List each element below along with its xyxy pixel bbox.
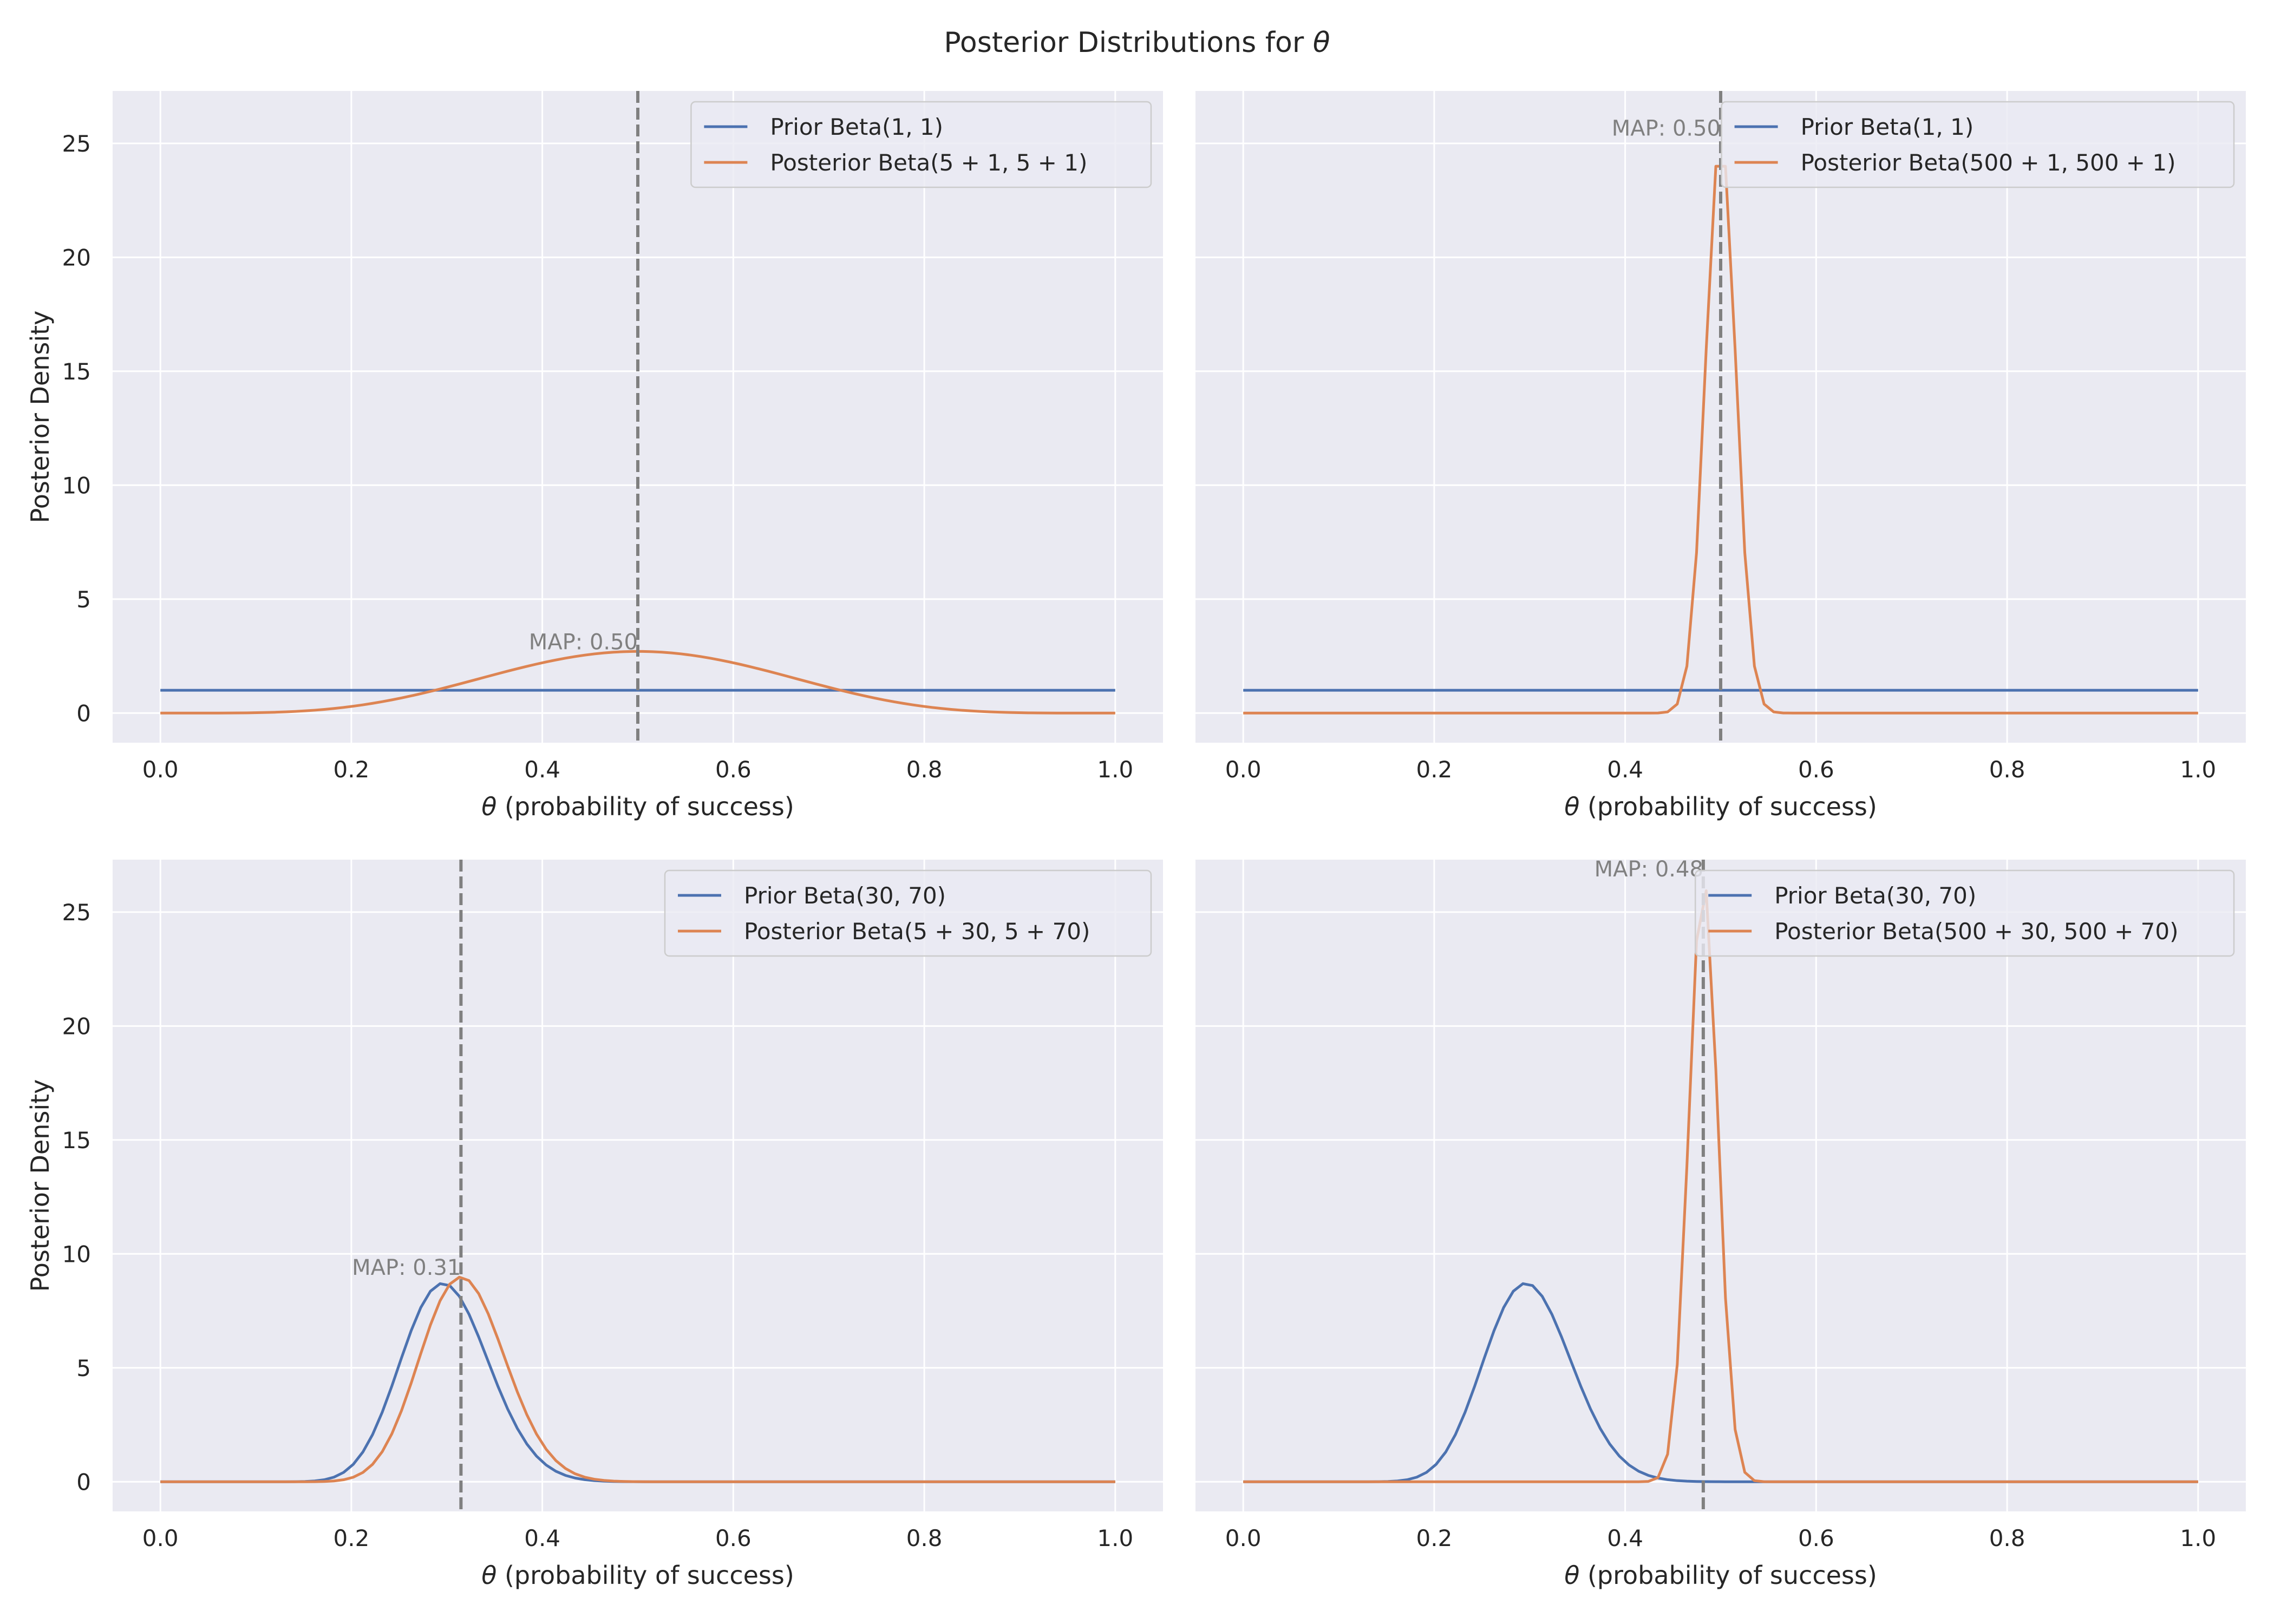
x-tick-label: 0.6 [715, 1525, 752, 1551]
legend-label: Prior Beta(30, 70) [1774, 882, 1976, 909]
subplot-4: 0.0 0.2 0.4 0.6 0.8 1.0 θ (probability of succ… [1195, 857, 2246, 1590]
legend-box [690, 101, 1152, 188]
series-group [160, 1275, 1115, 1483]
legend: Prior Beta(30, 70) Posterior Beta(5 + 30,… [664, 869, 1152, 957]
x-axis-label-symbol: θ [1564, 792, 1579, 821]
x-tick-label: 0.8 [1989, 1525, 2025, 1551]
x-tick-label: 0.2 [1416, 756, 1453, 783]
figure-title-text: Posterior Distributions for [944, 27, 1312, 59]
x-tick-label: 0.8 [906, 1525, 943, 1551]
legend-box [664, 869, 1152, 957]
x-axis-label: θ (probability of success) [1564, 792, 1877, 821]
x-tick-label: 0.0 [142, 1525, 179, 1551]
x-axis-label-symbol: θ [481, 792, 496, 821]
x-tick-label: 0.8 [906, 756, 943, 783]
x-axis-label-symbol: θ [481, 1561, 496, 1590]
y-tick-label: 5 [76, 1355, 91, 1381]
subplot-grid: 0.0 0.2 0.4 0.6 0.8 1.0 0 5 10 15 20 25 θ (probabili… [25, 91, 2246, 1590]
map-annotation: MAP: 0.31 [352, 1255, 461, 1280]
y-tick-label: 25 [62, 899, 91, 926]
y-tick-label: 25 [62, 130, 91, 157]
x-axis-label: θ (probability of success) [481, 1561, 794, 1590]
y-tick-label: 15 [62, 1127, 91, 1154]
legend-entry-prior: Prior Beta(30, 70) [1708, 882, 1976, 909]
x-tick-label: 0.2 [1416, 1525, 1453, 1551]
legend-entry-posterior: Posterior Beta(5 + 30, 5 + 70) [678, 918, 1090, 945]
legend-entry-posterior: Posterior Beta(5 + 1, 5 + 1) [704, 149, 1087, 176]
plot-area [113, 860, 1163, 1511]
legend-label: Posterior Beta(5 + 30, 5 + 70) [744, 918, 1090, 945]
y-tick-label: 20 [62, 244, 91, 271]
x-tick-label: 0.2 [334, 756, 370, 783]
x-tick-label: 1.0 [2180, 1525, 2216, 1551]
posterior-line [160, 1275, 1115, 1483]
subplot-2: 0.0 0.2 0.4 0.6 0.8 1.0 θ (probability of succ… [1195, 91, 2246, 821]
legend-entry-prior: Prior Beta(30, 70) [678, 882, 946, 909]
figure-title: Posterior Distributions for θ [944, 27, 1330, 59]
legend: Prior Beta(30, 70) Posterior Beta(500 + 3… [1694, 869, 2235, 957]
legend: Prior Beta(1, 1) Posterior Beta(5 + 1, 5 … [690, 101, 1152, 188]
x-axis-label-text: (probability of success) [496, 792, 794, 821]
legend: Prior Beta(1, 1) Posterior Beta(500 + 1, … [1721, 101, 2235, 188]
x-tick-label: 0.4 [1607, 1525, 1643, 1551]
x-tick-label: 0.4 [524, 1525, 560, 1551]
x-tick-label: 1.0 [1097, 756, 1133, 783]
x-tick-label: 0.6 [1798, 1525, 1834, 1551]
map-annotation: MAP: 0.50 [1612, 116, 1721, 141]
y-tick-label: 10 [62, 472, 91, 499]
legend-label: Prior Beta(1, 1) [770, 114, 943, 140]
legend-label: Posterior Beta(5 + 1, 5 + 1) [770, 149, 1087, 176]
figure-title-symbol: θ [1313, 27, 1330, 59]
legend-label: Posterior Beta(500 + 1, 500 + 1) [1801, 149, 2176, 176]
y-tick-label: 0 [76, 700, 91, 726]
x-tick-label: 0.6 [715, 756, 752, 783]
x-tick-label: 1.0 [1097, 1525, 1133, 1551]
y-tick-label: 20 [62, 1013, 91, 1039]
x-tick-label: 0.0 [1225, 1525, 1262, 1551]
x-axis-label-text: (probability of success) [1579, 792, 1877, 821]
map-annotation: MAP: 0.50 [529, 630, 638, 654]
y-tick-label: 5 [76, 586, 91, 613]
y-tick-label: 0 [76, 1469, 91, 1495]
x-tick-label: 1.0 [2180, 756, 2216, 783]
series-group [1243, 889, 2198, 1483]
legend-entry-prior: Prior Beta(1, 1) [1734, 114, 1974, 140]
legend-label: Prior Beta(30, 70) [744, 882, 946, 909]
legend-label: Prior Beta(1, 1) [1801, 114, 1974, 140]
x-axis-label-symbol: θ [1564, 1561, 1579, 1590]
x-tick-label: 0.0 [1225, 756, 1262, 783]
x-tick-label: 0.4 [1607, 756, 1643, 783]
posterior-line [1243, 889, 2198, 1483]
legend-box [1721, 101, 2235, 188]
map-annotation: MAP: 0.48 [1595, 857, 1703, 882]
x-axis-label-text: (probability of success) [496, 1561, 794, 1590]
legend-entry-posterior: Posterior Beta(500 + 1, 500 + 1) [1734, 149, 2176, 176]
y-axis-label: Posterior Density [25, 311, 55, 523]
x-axis-label-text: (probability of success) [1579, 1561, 1877, 1590]
subplot-3: 0.0 0.2 0.4 0.6 0.8 1.0 0 5 10 15 20 25 θ (probabili… [25, 860, 1163, 1590]
x-axis-label: θ (probability of success) [481, 792, 794, 821]
x-tick-label: 0.0 [142, 756, 179, 783]
x-tick-label: 0.8 [1989, 756, 2025, 783]
x-tick-label: 0.2 [334, 1525, 370, 1551]
x-tick-label: 0.4 [524, 756, 560, 783]
legend-entry-prior: Prior Beta(1, 1) [704, 114, 943, 140]
x-axis-label: θ (probability of success) [1564, 1561, 1877, 1590]
legend-entry-posterior: Posterior Beta(500 + 30, 500 + 70) [1708, 918, 2179, 945]
subplot-1: 0.0 0.2 0.4 0.6 0.8 1.0 0 5 10 15 20 25 θ (probabili… [25, 91, 1163, 821]
legend-box [1694, 869, 2235, 957]
legend-label: Posterior Beta(500 + 30, 500 + 70) [1774, 918, 2178, 945]
y-axis-label: Posterior Density [25, 1079, 55, 1292]
x-tick-label: 0.6 [1798, 756, 1834, 783]
y-tick-label: 15 [62, 358, 91, 385]
y-tick-label: 10 [62, 1241, 91, 1267]
